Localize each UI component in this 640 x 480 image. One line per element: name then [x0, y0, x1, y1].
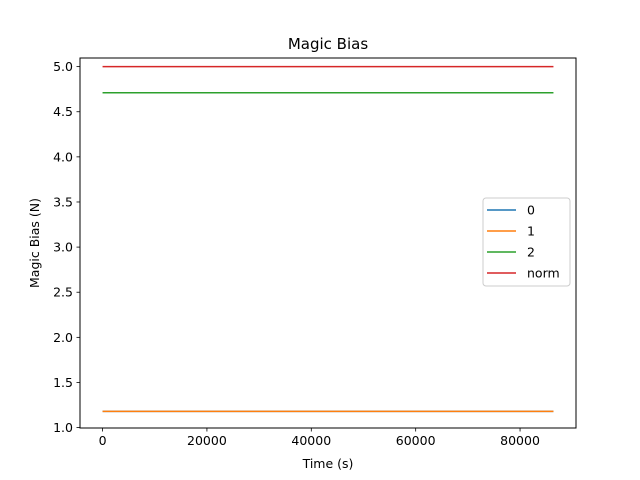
legend-label-1: 1 [527, 224, 535, 239]
chart-title: Magic Bias [288, 35, 368, 53]
legend: 0 1 2 norm [482, 197, 571, 287]
x-tick-label: 60000 [396, 433, 436, 448]
y-tick-label: 3.5 [53, 194, 73, 209]
x-tick-label: 80000 [500, 433, 540, 448]
legend-box [482, 197, 571, 287]
y-tick-label: 5.0 [53, 59, 73, 74]
y-tick-label: 4.5 [53, 104, 73, 119]
y-tick-label: 4.0 [53, 149, 73, 164]
y-tick-label: 2.0 [53, 330, 73, 345]
legend-label-2: 2 [527, 245, 535, 260]
x-tick-label: 20000 [187, 433, 227, 448]
plot-frame [79, 57, 577, 429]
y-axis-label: Magic Bias (N) [27, 198, 42, 288]
x-axis-label: Time (s) [302, 456, 354, 471]
y-tick-label: 1.5 [53, 375, 73, 390]
y-tick-label: 2.5 [53, 285, 73, 300]
x-tick-label: 40000 [291, 433, 331, 448]
y-tick-label: 3.0 [53, 240, 73, 255]
x-tick-label: 0 [99, 433, 107, 448]
legend-label-0: 0 [527, 203, 535, 218]
legend-label-norm: norm [527, 266, 560, 281]
y-tick-label: 1.0 [53, 420, 73, 435]
